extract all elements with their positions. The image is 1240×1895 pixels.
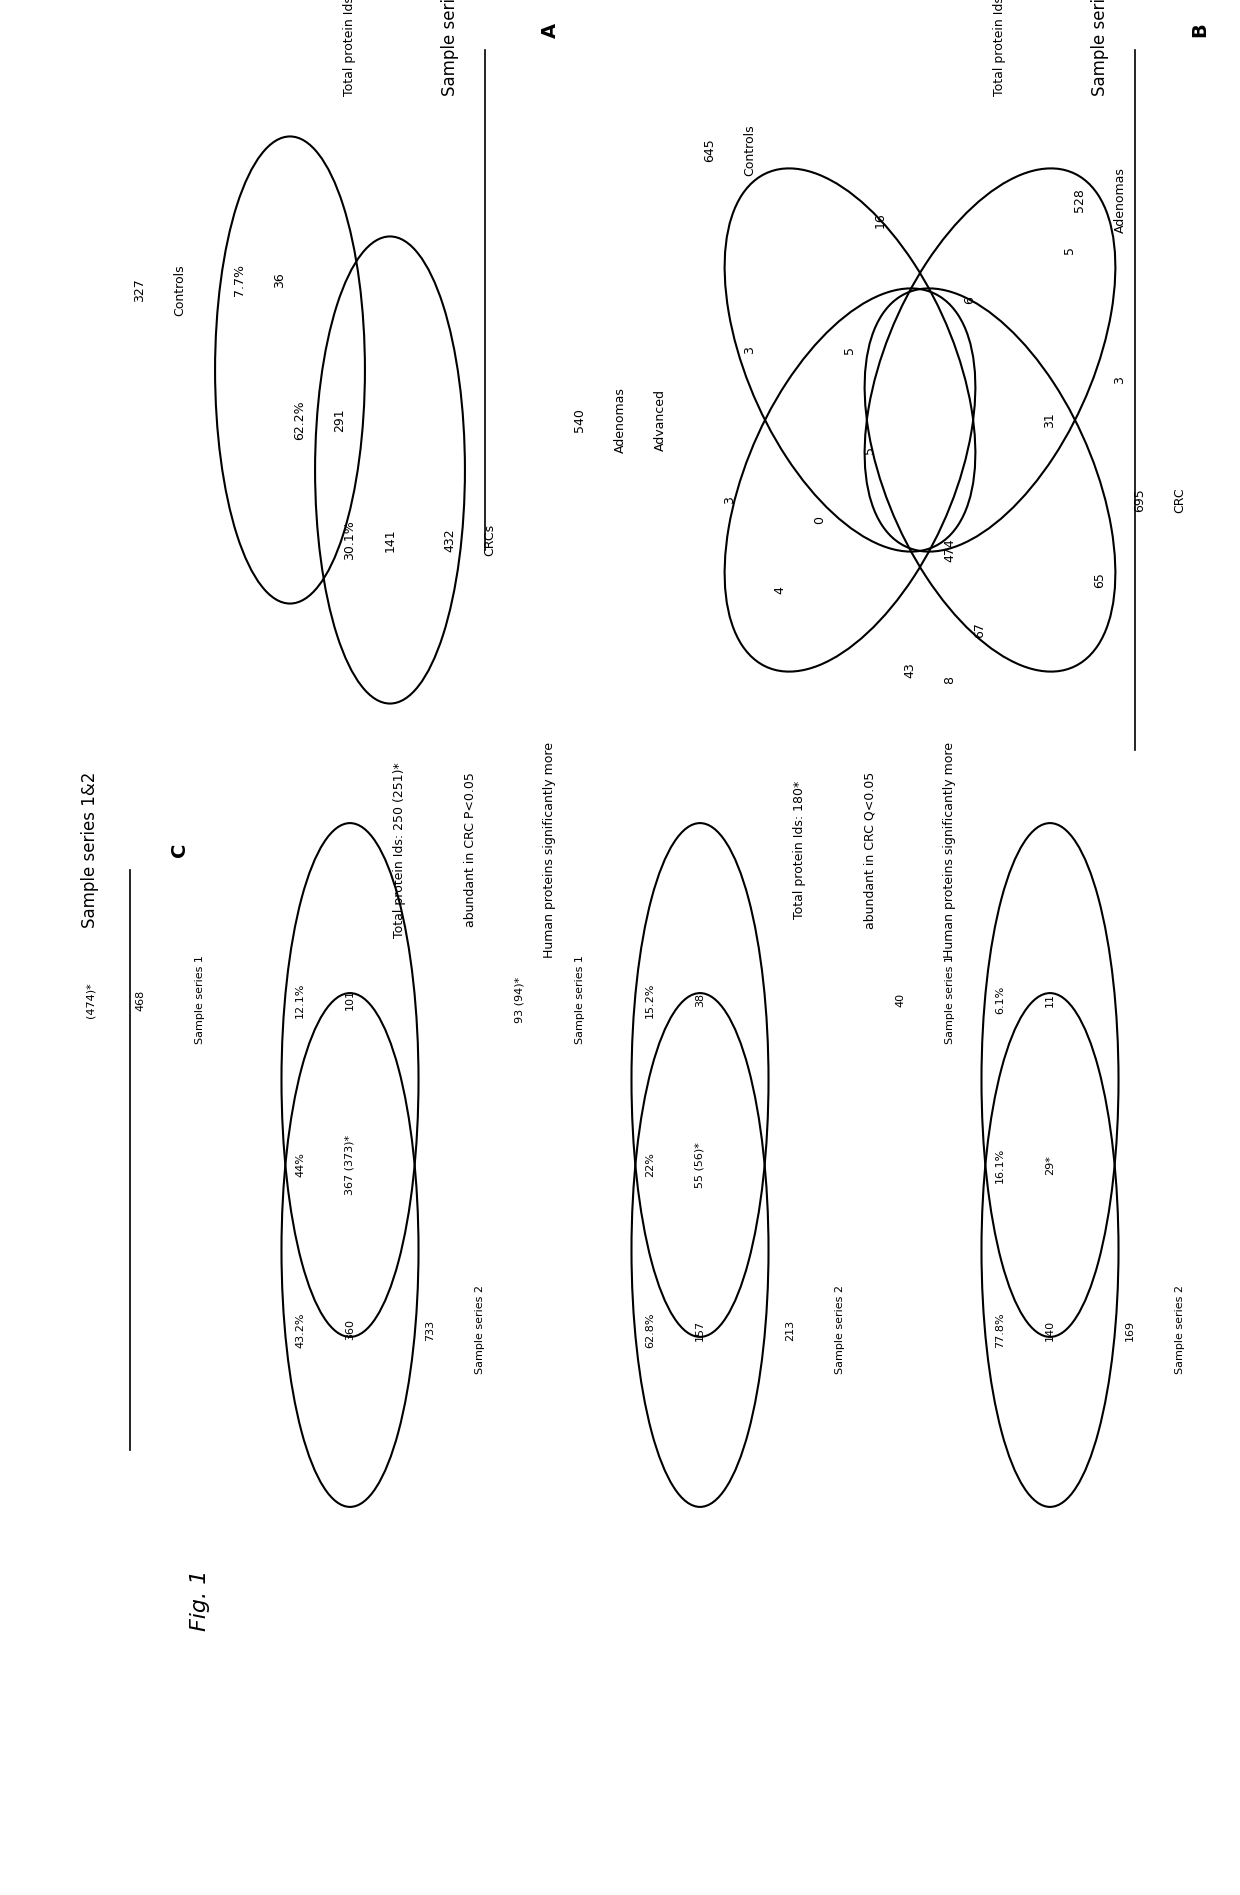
Text: Controls: Controls (744, 125, 756, 176)
Text: 67: 67 (973, 622, 987, 639)
Text: 29*: 29* (1045, 1156, 1055, 1175)
Text: 30.1%: 30.1% (343, 519, 357, 559)
Text: C: C (171, 843, 190, 857)
Text: 36: 36 (274, 273, 286, 288)
Text: Sample series 2: Sample series 2 (475, 1285, 485, 1374)
Text: (474)*: (474)* (86, 982, 95, 1018)
Text: 367 (373)*: 367 (373)* (345, 1135, 355, 1196)
Text: Human proteins significantly more: Human proteins significantly more (944, 743, 956, 959)
Text: Sample series 2: Sample series 2 (1176, 1285, 1185, 1374)
Text: CRCs: CRCs (484, 523, 496, 555)
Text: 468: 468 (135, 989, 145, 1010)
Text: 695: 695 (1133, 489, 1147, 512)
Text: Adenomas: Adenomas (614, 387, 626, 453)
Text: Human proteins significantly more: Human proteins significantly more (543, 743, 557, 959)
Text: Sample series 1: Sample series 1 (441, 0, 459, 97)
Text: Total protein Ids: 250 (251)*: Total protein Ids: 250 (251)* (393, 762, 407, 938)
Text: 157: 157 (694, 1319, 706, 1340)
Text: 140: 140 (1045, 1319, 1055, 1340)
Text: 432: 432 (444, 529, 456, 551)
Text: 3: 3 (723, 496, 737, 504)
Text: 540: 540 (573, 407, 587, 432)
Text: 6: 6 (963, 296, 977, 303)
Text: 5: 5 (863, 445, 877, 455)
Text: 474: 474 (944, 538, 956, 563)
Text: abundant in CRC P<0.05: abundant in CRC P<0.05 (464, 773, 476, 927)
Text: 12.1%: 12.1% (295, 982, 305, 1018)
Text: 40: 40 (895, 993, 905, 1006)
Text: 77.8%: 77.8% (994, 1311, 1004, 1347)
Text: 22%: 22% (645, 1152, 655, 1177)
Text: 43: 43 (904, 661, 916, 678)
Text: 15.2%: 15.2% (645, 982, 655, 1018)
Text: Total protein Ids: 180*: Total protein Ids: 180* (794, 781, 806, 919)
Text: 528: 528 (1074, 188, 1086, 212)
Text: 645: 645 (703, 138, 717, 161)
Text: Sample series 1: Sample series 1 (945, 955, 955, 1044)
Text: Advanced: Advanced (653, 388, 667, 451)
Text: 8: 8 (944, 677, 956, 684)
Text: Total protein Ids: 733: Total protein Ids: 733 (993, 0, 1007, 97)
Text: Total protein Ids: 468: Total protein Ids: 468 (343, 0, 357, 97)
Text: B: B (1190, 23, 1209, 38)
Text: 327: 327 (134, 279, 146, 301)
Text: 93 (94)*: 93 (94)* (515, 978, 525, 1023)
Text: 7.7%: 7.7% (233, 263, 247, 296)
Text: Sample series 2: Sample series 2 (1091, 0, 1109, 97)
Text: 6.1%: 6.1% (994, 985, 1004, 1014)
Text: 44%: 44% (295, 1152, 305, 1177)
Text: CRC: CRC (1173, 487, 1187, 514)
Text: Sample series 1&2: Sample series 1&2 (81, 771, 99, 929)
Text: 101: 101 (345, 989, 355, 1010)
Text: 38: 38 (694, 993, 706, 1006)
Text: 62.8%: 62.8% (645, 1311, 655, 1347)
Text: 62.2%: 62.2% (294, 400, 306, 440)
Text: 5: 5 (843, 347, 857, 354)
Text: 360: 360 (345, 1319, 355, 1340)
Text: 11: 11 (1045, 993, 1055, 1006)
Text: A: A (541, 23, 559, 38)
Text: Controls: Controls (174, 263, 186, 316)
Text: Fig. 1: Fig. 1 (190, 1569, 210, 1632)
Text: 3: 3 (744, 347, 756, 354)
Text: 65: 65 (1094, 572, 1106, 587)
Text: 169: 169 (1125, 1319, 1135, 1340)
Text: 5: 5 (1064, 246, 1076, 254)
Text: Adenomas: Adenomas (1114, 167, 1126, 233)
Text: 0: 0 (813, 515, 827, 525)
Text: 3: 3 (1114, 375, 1126, 385)
Text: 213: 213 (785, 1319, 795, 1340)
Text: 31: 31 (1044, 411, 1056, 428)
Text: abundant in CRC Q<0.05: abundant in CRC Q<0.05 (863, 771, 877, 929)
Text: 16.1%: 16.1% (994, 1146, 1004, 1182)
Text: 733: 733 (425, 1319, 435, 1340)
Text: 141: 141 (383, 529, 397, 551)
Text: Sample series 1: Sample series 1 (195, 955, 205, 1044)
Text: 55 (56)*: 55 (56)* (694, 1143, 706, 1188)
Text: 291: 291 (334, 407, 346, 432)
Text: 4: 4 (774, 586, 786, 593)
Text: Sample series 2: Sample series 2 (835, 1285, 844, 1374)
Text: Sample series 1: Sample series 1 (575, 955, 585, 1044)
Text: 43.2%: 43.2% (295, 1311, 305, 1347)
Text: 16: 16 (873, 212, 887, 227)
